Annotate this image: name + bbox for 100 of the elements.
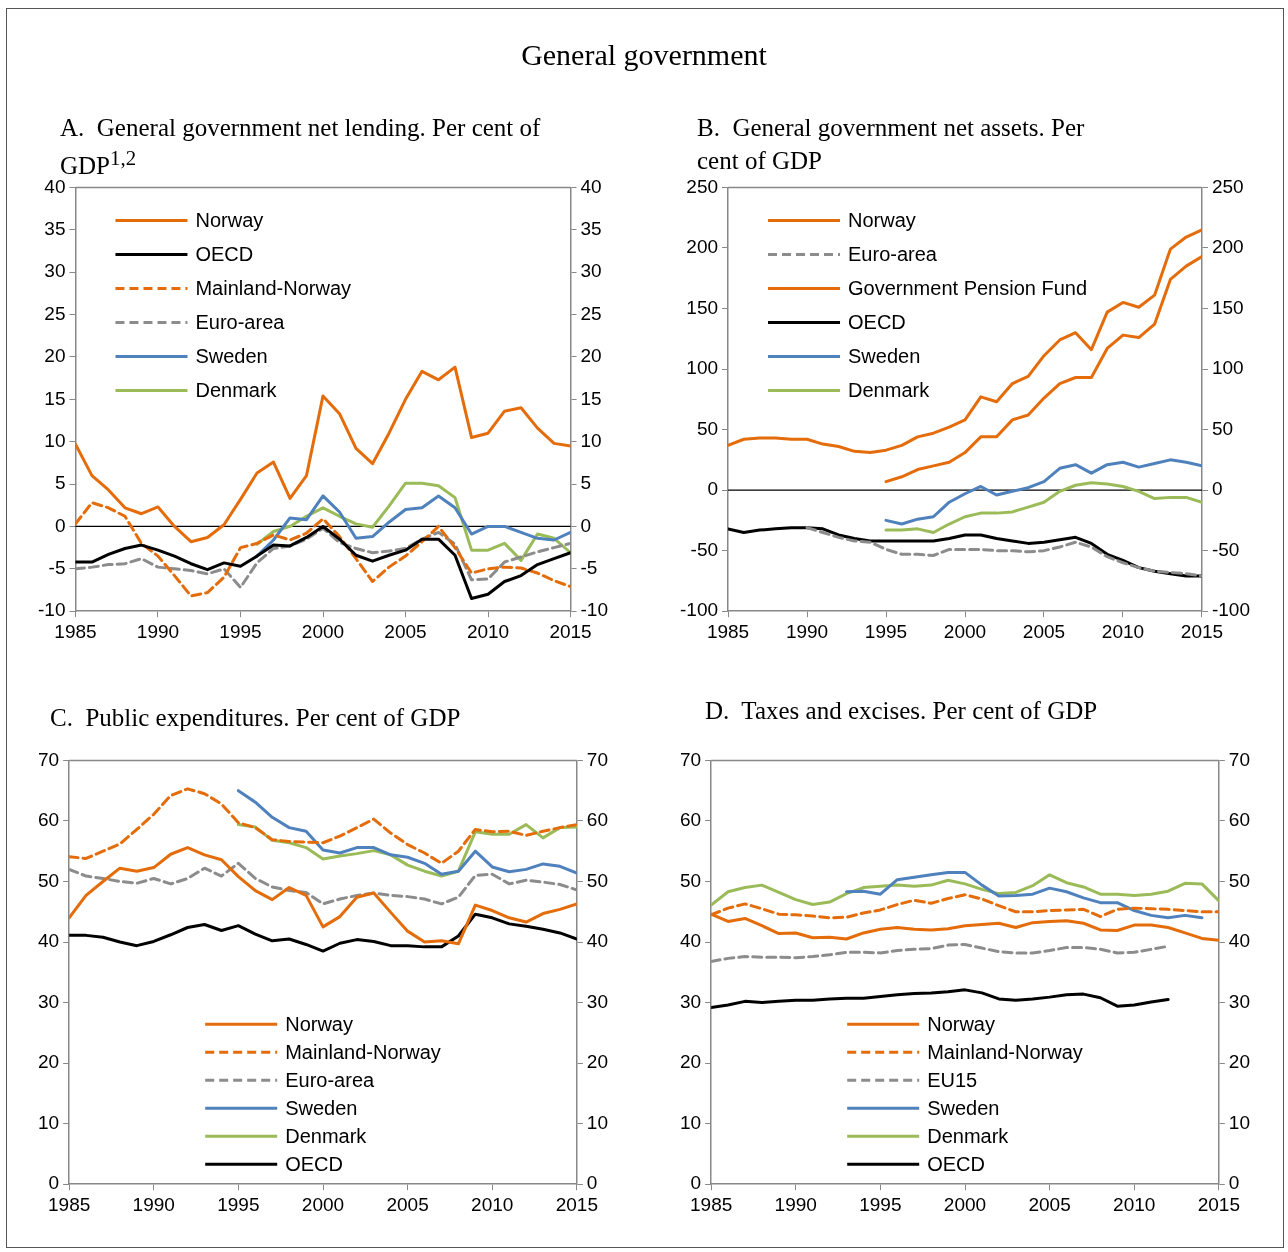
x-tick-label: 1985 <box>54 620 97 642</box>
y-tick-label: 20 <box>44 345 66 367</box>
x-tick-label: 2010 <box>471 1193 514 1215</box>
x-tick-label: 2000 <box>943 620 987 642</box>
y2-tick-label: 0 <box>580 514 592 536</box>
y-tick-label: 10 <box>37 1111 60 1133</box>
legend-label: Sweden <box>848 344 921 367</box>
y-tick-label: 50 <box>37 869 60 891</box>
x-tick-label: 2010 <box>1101 620 1145 642</box>
y-tick-label: -5 <box>48 557 66 579</box>
x-tick-label: 2010 <box>1113 1193 1156 1215</box>
legend-label: Sweden <box>285 1096 358 1119</box>
y2-tick-label: 50 <box>586 869 609 891</box>
x-tick-label: 1985 <box>706 620 750 642</box>
legend-label: Denmark <box>195 378 278 401</box>
y2-tick-label: 150 <box>1211 296 1244 318</box>
x-tick-label: 1990 <box>136 620 180 642</box>
chart-title: B. General government net assets. Per cent of GDP <box>697 113 1086 176</box>
y2-tick-label: 5 <box>580 472 592 494</box>
y-tick-label: 20 <box>679 1051 702 1073</box>
y2-tick-label: 70 <box>1228 748 1251 770</box>
y-tick-label: 250 <box>686 175 719 197</box>
y-tick-label: 70 <box>37 748 60 770</box>
x-tick-label: 1990 <box>785 620 829 642</box>
legend-label: Mainland-Norway <box>195 276 352 299</box>
y-tick-label: 100 <box>686 357 719 379</box>
y-tick-label: 30 <box>37 990 60 1012</box>
y-tick-label: 30 <box>44 260 66 282</box>
legend-label: Denmark <box>848 378 931 401</box>
y-tick-label: 40 <box>37 930 60 952</box>
x-tick-label: 2010 <box>466 620 510 642</box>
legend-label: Norway <box>927 1012 995 1035</box>
y-tick-label: 200 <box>686 236 719 258</box>
y2-tick-label: 10 <box>1228 1111 1251 1133</box>
legend-label: Denmark <box>927 1124 1010 1147</box>
x-tick-label: 1995 <box>217 1193 260 1215</box>
y2-tick-label: 35 <box>580 218 602 240</box>
y-tick-label: 0 <box>690 1172 702 1194</box>
y2-tick-label: 0 <box>586 1172 598 1194</box>
x-tick-label: 1995 <box>859 1193 902 1215</box>
y-tick-label: 70 <box>679 748 702 770</box>
x-tick-label: 2005 <box>386 1193 429 1215</box>
y-tick-label: 10 <box>44 429 66 451</box>
y2-tick-label: 20 <box>580 345 602 367</box>
y-tick-label: -10 <box>37 599 66 621</box>
x-tick-label: 1995 <box>864 620 908 642</box>
x-tick-label: 2015 <box>549 620 592 642</box>
y-tick-label: 50 <box>696 417 719 439</box>
legend-label: OECD <box>848 310 906 333</box>
chart-title: D. Taxes and excises. Per cent of GDP <box>705 696 1099 726</box>
x-tick-label: 2005 <box>384 620 427 642</box>
x-tick-label: 2015 <box>1180 620 1224 642</box>
y2-tick-label: 10 <box>586 1111 609 1133</box>
legend-label: Euro-area <box>285 1068 375 1091</box>
x-tick-label: 2000 <box>301 620 345 642</box>
legend-label: Euro-area <box>848 242 938 265</box>
x-tick-label: 2015 <box>555 1193 599 1215</box>
legend-label: OECD <box>285 1152 343 1175</box>
y2-tick-label: -50 <box>1211 538 1240 560</box>
y-tick-label: -50 <box>690 538 719 560</box>
y2-tick-label: -100 <box>1211 599 1250 621</box>
legend-label: Mainland-Norway <box>927 1040 1083 1063</box>
line-series <box>69 787 577 865</box>
y-tick-label: -100 <box>680 599 719 621</box>
y2-tick-label: 30 <box>580 260 602 282</box>
y-tick-label: 60 <box>37 809 60 831</box>
x-tick-label: 1985 <box>47 1193 91 1215</box>
y2-tick-label: 15 <box>580 387 602 409</box>
y2-tick-label: 50 <box>1211 417 1234 439</box>
y2-tick-label: -5 <box>580 557 598 579</box>
y-tick-label: 150 <box>686 296 719 318</box>
y-tick-label: 0 <box>707 478 719 500</box>
y2-tick-label: 0 <box>1228 1172 1240 1194</box>
x-tick-label: 2005 <box>1022 620 1066 642</box>
y2-tick-label: 30 <box>1228 990 1251 1012</box>
y2-tick-label: 40 <box>1228 930 1251 952</box>
legend-label: Norway <box>195 208 264 231</box>
legend-label: Sweden <box>927 1096 1000 1119</box>
y2-tick-label: -10 <box>580 599 609 621</box>
y2-tick-label: 0 <box>1211 478 1223 500</box>
x-tick-label: 1985 <box>689 1193 733 1215</box>
y2-tick-label: 200 <box>1211 236 1244 258</box>
x-tick-label: 2000 <box>301 1193 345 1215</box>
y2-tick-label: 60 <box>1228 809 1251 831</box>
text: General government <box>520 37 768 73</box>
line-series <box>75 501 571 598</box>
legend-label: EU15 <box>927 1068 978 1091</box>
y-tick-label: 0 <box>48 1172 60 1194</box>
x-tick-label: 1990 <box>774 1193 817 1215</box>
y2-tick-label: 25 <box>580 302 602 324</box>
y-tick-label: 40 <box>679 930 702 952</box>
x-tick-label: 2000 <box>943 1193 987 1215</box>
y-tick-label: 20 <box>37 1051 60 1073</box>
y2-tick-label: 250 <box>1211 175 1244 197</box>
x-tick-label: 2005 <box>1028 1193 1071 1215</box>
legend-label: OECD <box>195 242 254 265</box>
y-tick-label: 50 <box>679 869 702 891</box>
y2-tick-label: 40 <box>586 930 609 952</box>
y2-tick-label: 100 <box>1211 357 1244 379</box>
y-tick-label: 35 <box>44 218 66 240</box>
